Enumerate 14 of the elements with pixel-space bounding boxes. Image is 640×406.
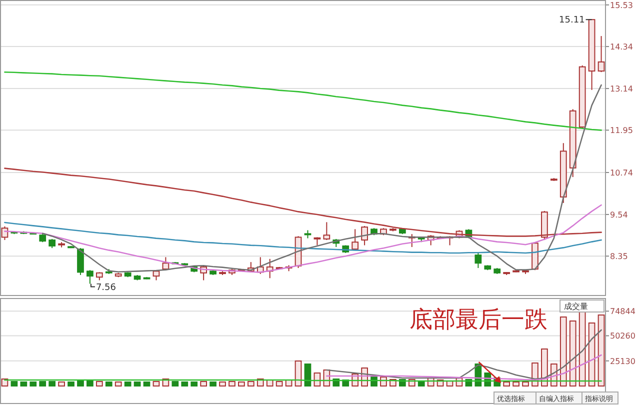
annotation: 底部最后一跌 [410, 307, 548, 333]
y-tick-label: 13.14 [610, 84, 633, 94]
y-tick-label: 74844 [610, 307, 636, 316]
y-tick-label: 15.53 [610, 0, 633, 10]
annotation: 15.11 [559, 16, 585, 26]
annotation: 7.56 [96, 282, 116, 293]
y-tick-label: 9.54 [610, 210, 628, 220]
y-tick-label: 25130 [610, 356, 636, 366]
y-tick-label: 11.95 [610, 126, 633, 136]
y-tick-label: 10.74 [610, 168, 633, 178]
y-tick-label: 50260 [610, 332, 636, 341]
annotation: 成交量 [564, 302, 588, 311]
y-tick-label: 14.34 [610, 42, 633, 52]
y-tick-label: 8.35 [610, 252, 628, 262]
